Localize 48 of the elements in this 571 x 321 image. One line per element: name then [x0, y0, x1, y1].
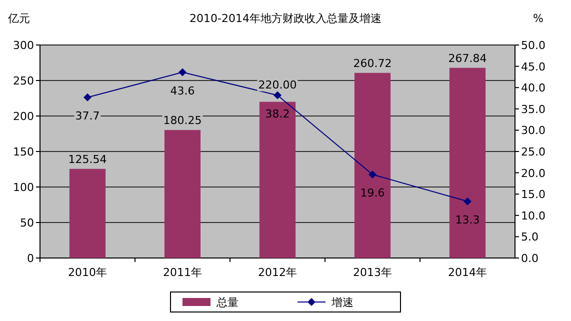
y2-tick-label: 15.0 — [521, 188, 546, 202]
data-label: 267.84 — [448, 52, 487, 65]
y2-tick-label: 40.0 — [521, 82, 546, 95]
y-tick-label: 150 — [13, 146, 34, 158]
point — [464, 197, 472, 206]
y-tick-label: 200 — [13, 110, 34, 123]
data-label: 43.6 — [170, 84, 195, 98]
y-axis-title: 亿元 — [7, 12, 30, 25]
legend-label: 总量 — [216, 296, 238, 309]
y-tick-label: 50 — [20, 216, 34, 230]
chart-title: 2010-2014年地方财政收入总量及增速 — [190, 12, 382, 25]
y2-tick-label: 45.0 — [521, 60, 546, 74]
y2-tick-label: 35.0 — [521, 102, 546, 116]
y-tick-label: 0 — [27, 252, 34, 265]
data-label: 220.00 — [258, 78, 297, 92]
data-label: 180.25 — [163, 114, 202, 128]
y2-tick-label: 30.0 — [521, 124, 546, 138]
bar — [69, 168, 106, 258]
y2-axis-title: % — [533, 12, 544, 25]
x-tick-label: 2013年 — [353, 266, 392, 279]
point — [368, 170, 376, 179]
y-tick-label: 100 — [13, 181, 34, 194]
data-label: 13.3 — [455, 213, 480, 226]
data-label: 37.7 — [75, 109, 100, 122]
point — [178, 68, 186, 76]
bar — [164, 130, 201, 258]
point — [84, 93, 92, 102]
data-label: 38.2 — [265, 107, 290, 120]
legend-label: 增速 — [330, 296, 354, 309]
data-label: 19.6 — [360, 186, 385, 200]
bar — [354, 72, 391, 258]
y2-tick-label: 25.0 — [521, 146, 546, 158]
y2-tick-label: 0.0 — [521, 252, 538, 265]
x-tick-label: 2012年 — [258, 266, 297, 279]
data-label: 260.72 — [353, 56, 392, 70]
y2-tick-label: 5.0 — [521, 230, 538, 244]
bar — [259, 102, 296, 258]
y-tick-label: 250 — [13, 74, 34, 88]
bar — [449, 68, 486, 258]
data-label: 125.54 — [68, 152, 107, 166]
point — [274, 91, 282, 100]
x-tick-label: 2010年 — [68, 266, 107, 279]
x-tick-label: 2011年 — [163, 266, 202, 279]
y2-tick-label: 10.0 — [521, 209, 546, 222]
y2-tick-label: 20.0 — [521, 166, 546, 180]
y2-tick-label: 50.0 — [521, 39, 546, 52]
x-tick-label: 2014年 — [448, 266, 487, 279]
y-tick-label: 300 — [13, 39, 34, 52]
